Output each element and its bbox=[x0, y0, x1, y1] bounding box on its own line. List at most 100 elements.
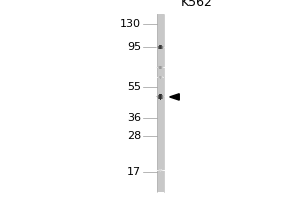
Bar bbox=[161, 94, 162, 99]
Bar bbox=[159, 76, 160, 78]
Bar bbox=[157, 96, 158, 98]
Bar bbox=[159, 66, 160, 69]
Text: 130: 130 bbox=[120, 19, 141, 29]
Bar bbox=[162, 76, 163, 78]
Bar bbox=[159, 95, 160, 99]
Bar bbox=[159, 45, 160, 49]
Bar bbox=[161, 66, 162, 69]
Bar bbox=[164, 47, 165, 48]
Bar bbox=[161, 95, 162, 99]
Bar bbox=[161, 45, 162, 49]
Bar bbox=[164, 47, 165, 48]
Bar bbox=[163, 67, 164, 68]
Bar bbox=[158, 76, 159, 78]
Bar bbox=[157, 170, 158, 171]
Bar bbox=[157, 170, 158, 171]
Bar bbox=[160, 45, 161, 49]
Bar bbox=[163, 96, 164, 98]
Bar bbox=[160, 45, 161, 49]
Bar bbox=[162, 76, 163, 78]
Bar bbox=[156, 67, 157, 68]
Bar bbox=[163, 96, 164, 98]
Bar bbox=[158, 95, 159, 99]
Bar bbox=[157, 96, 158, 98]
Bar bbox=[156, 67, 157, 68]
Bar bbox=[158, 76, 159, 78]
Bar bbox=[158, 95, 159, 99]
Bar bbox=[163, 96, 164, 98]
Bar bbox=[156, 47, 157, 48]
Bar bbox=[157, 46, 158, 48]
Bar bbox=[161, 169, 162, 171]
Bar bbox=[163, 46, 164, 48]
Bar bbox=[163, 67, 164, 68]
Bar bbox=[158, 46, 159, 49]
Bar bbox=[164, 67, 165, 68]
Bar bbox=[164, 67, 165, 68]
Bar bbox=[159, 169, 160, 171]
Bar bbox=[157, 67, 158, 68]
Bar bbox=[163, 46, 164, 48]
Bar bbox=[157, 96, 158, 98]
Bar bbox=[162, 46, 163, 49]
Polygon shape bbox=[170, 94, 179, 100]
Text: 17: 17 bbox=[127, 167, 141, 177]
Bar bbox=[160, 76, 161, 79]
Bar bbox=[159, 66, 160, 69]
Bar bbox=[158, 95, 159, 99]
Bar bbox=[162, 95, 163, 99]
Bar bbox=[157, 67, 158, 68]
Bar bbox=[164, 67, 165, 68]
Bar bbox=[160, 45, 161, 49]
Bar bbox=[162, 170, 163, 171]
Bar bbox=[161, 66, 162, 69]
Bar bbox=[161, 76, 162, 78]
Bar bbox=[160, 169, 161, 172]
Bar bbox=[160, 76, 161, 79]
Bar bbox=[162, 46, 163, 49]
Bar bbox=[164, 96, 165, 97]
Bar bbox=[159, 169, 160, 171]
Bar bbox=[161, 95, 162, 99]
Bar bbox=[162, 95, 163, 99]
Bar bbox=[158, 170, 159, 171]
Bar bbox=[161, 76, 162, 78]
Bar bbox=[162, 46, 163, 49]
Bar bbox=[159, 76, 160, 78]
Bar bbox=[159, 95, 160, 99]
Bar bbox=[161, 169, 162, 171]
Bar bbox=[156, 96, 157, 97]
Bar bbox=[158, 95, 159, 99]
Bar bbox=[161, 169, 162, 171]
Bar bbox=[159, 95, 160, 99]
Bar bbox=[161, 95, 162, 99]
Bar bbox=[159, 76, 160, 78]
Bar bbox=[163, 77, 164, 78]
Bar bbox=[161, 66, 162, 69]
Bar bbox=[159, 169, 160, 171]
Bar bbox=[156, 47, 157, 48]
Bar bbox=[159, 76, 160, 78]
Bar bbox=[163, 67, 164, 68]
Bar bbox=[161, 66, 162, 69]
Bar bbox=[158, 66, 159, 68]
Bar bbox=[157, 46, 158, 48]
Bar bbox=[162, 67, 163, 68]
Bar bbox=[163, 77, 164, 78]
Bar bbox=[163, 67, 164, 68]
Bar bbox=[158, 66, 159, 68]
Bar bbox=[161, 169, 162, 171]
Bar bbox=[157, 67, 158, 68]
Bar bbox=[158, 46, 159, 49]
Bar bbox=[159, 169, 160, 171]
Bar bbox=[158, 76, 159, 78]
Bar bbox=[163, 170, 164, 171]
Bar bbox=[164, 170, 165, 171]
Bar bbox=[160, 94, 161, 99]
Bar bbox=[158, 170, 159, 171]
Bar bbox=[158, 76, 159, 78]
Bar bbox=[160, 76, 161, 79]
Bar bbox=[159, 76, 160, 78]
Bar bbox=[159, 66, 160, 69]
Bar bbox=[163, 46, 164, 48]
